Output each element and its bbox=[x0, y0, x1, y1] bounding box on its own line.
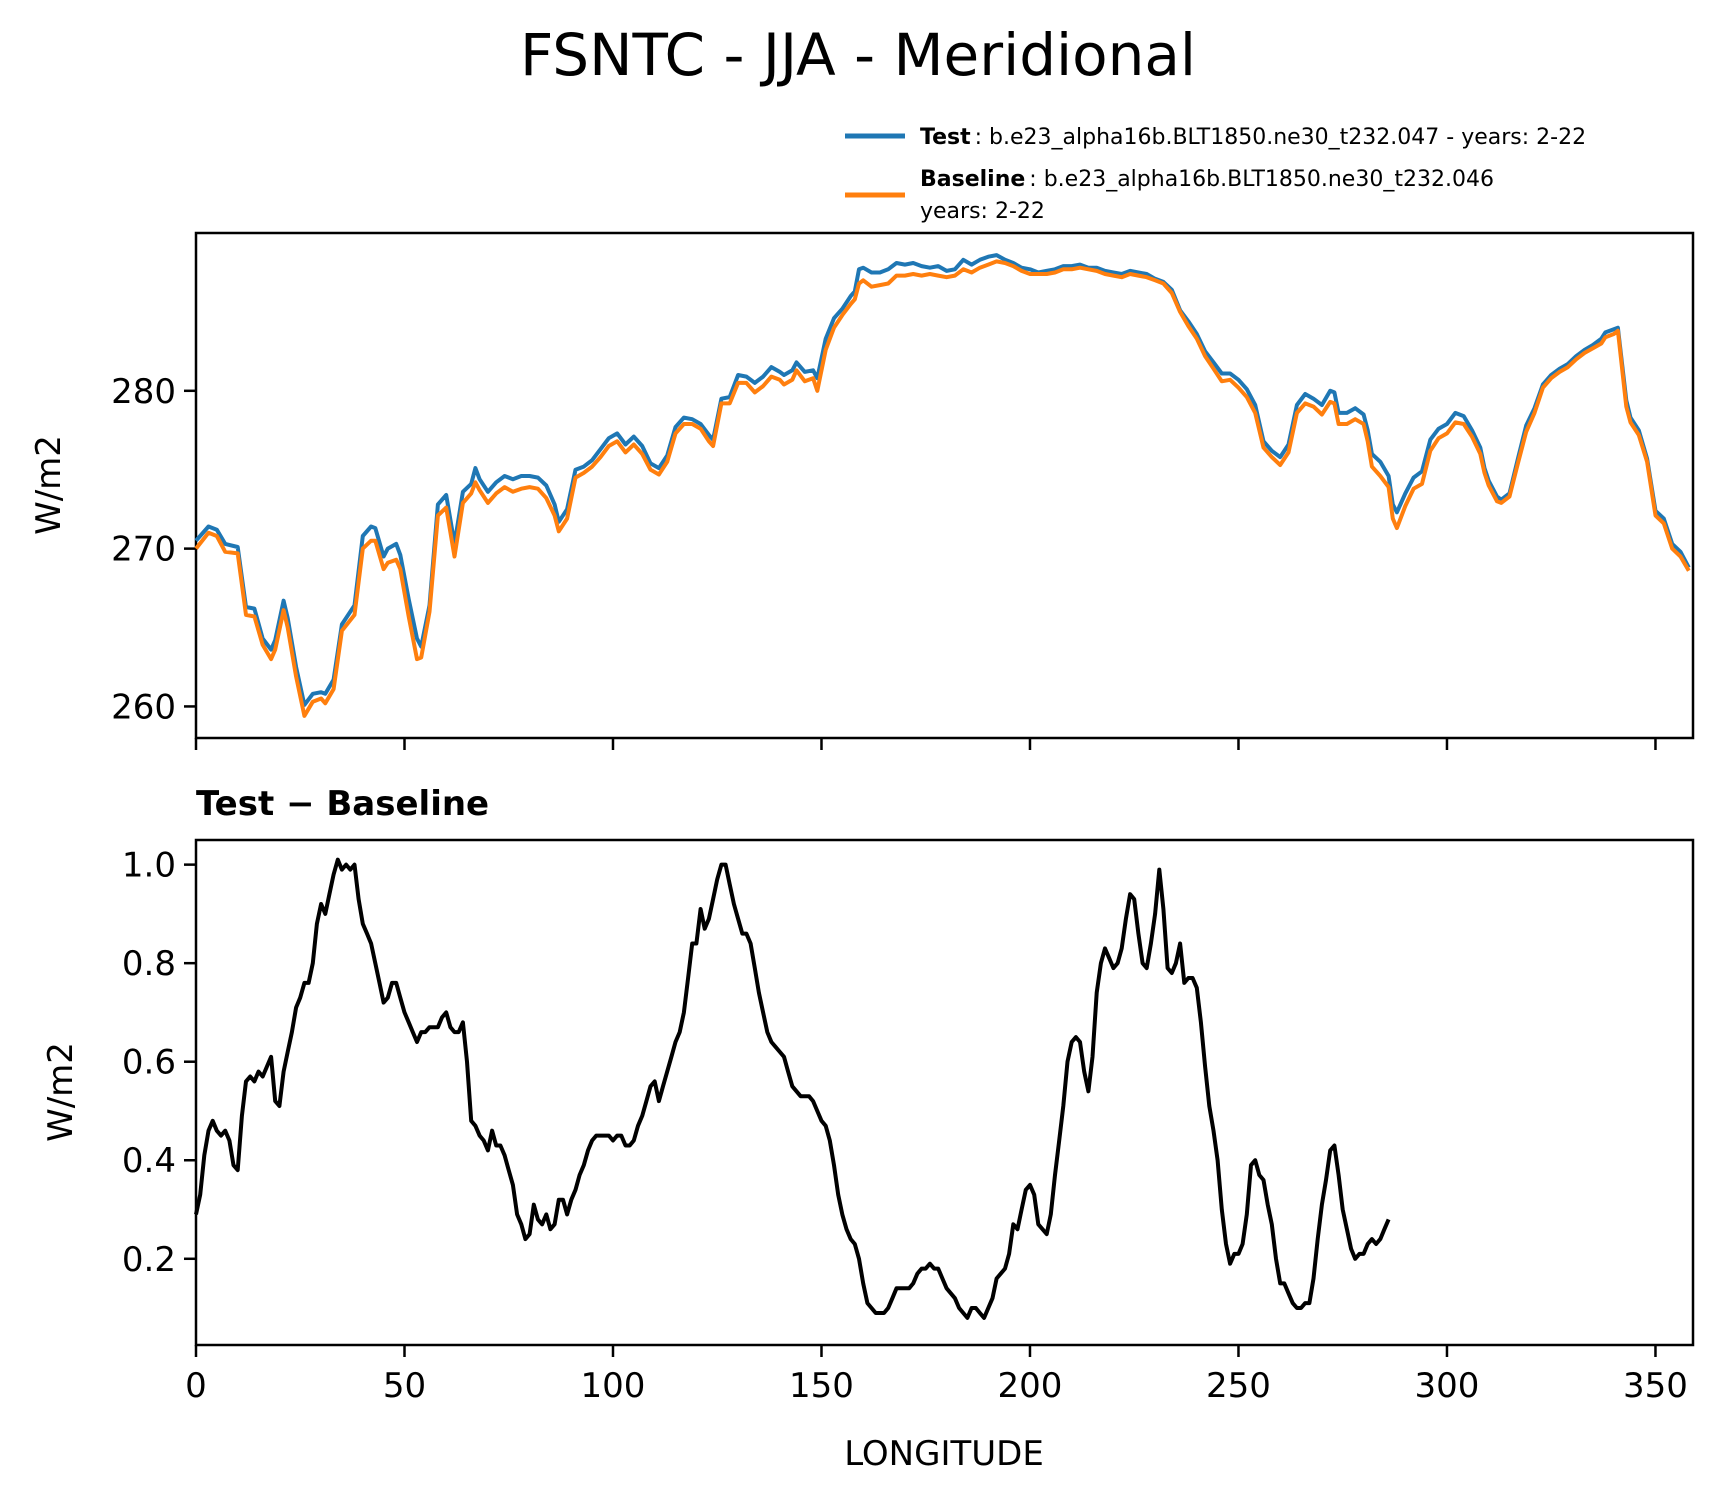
bottom-y-tick-label: 0.8 bbox=[122, 944, 176, 984]
x-tick-label: 150 bbox=[789, 1366, 854, 1406]
bottom-y-axis-label: W/m2 bbox=[41, 1042, 81, 1142]
top-y-tick-label: 260 bbox=[111, 687, 176, 727]
x-axis-label: LONGITUDE bbox=[844, 1434, 1044, 1474]
legend-baseline-entry: Baseline: b.e23_alpha16b.BLT1850.ne30_t2… bbox=[920, 167, 1494, 192]
bottom-series bbox=[194, 857, 1391, 1320]
top-y-tick-label: 280 bbox=[111, 372, 176, 412]
bottom-y-tick-label: 0.4 bbox=[122, 1141, 176, 1181]
bottom-y-tick-label: 0.6 bbox=[122, 1043, 176, 1083]
top-axis-ticks: 260 270 280 bbox=[111, 372, 1657, 750]
top-series-test bbox=[194, 253, 1691, 707]
x-tick-label: 250 bbox=[1206, 1366, 1271, 1406]
bottom-panel: Test − Baseline 0 50 100 150 200 250 300 350 0.2… bbox=[41, 784, 1695, 1474]
top-y-tick-label: 270 bbox=[111, 530, 176, 570]
bottom-panel-title: Test − Baseline bbox=[196, 784, 489, 824]
bottom-y-tick-label: 1.0 bbox=[122, 846, 176, 886]
bottom-axis-ticks: 0 50 100 150 200 250 300 350 0.2 0.4 0.6 0.8 1.0 bbox=[122, 846, 1688, 1406]
x-tick-label: 300 bbox=[1415, 1366, 1480, 1406]
top-plot-area bbox=[194, 231, 1695, 740]
x-tick-label: 0 bbox=[185, 1366, 207, 1406]
bottom-plot-area bbox=[194, 838, 1695, 1347]
top-series-baseline bbox=[194, 259, 1691, 718]
bottom-series-test-baseline bbox=[194, 857, 1391, 1320]
top-panel: 260 270 280 W/m2 bbox=[29, 231, 1695, 750]
legend-baseline-label: Baseline bbox=[920, 167, 1025, 192]
legend-test-label: Test bbox=[920, 125, 971, 150]
x-tick-label: 50 bbox=[383, 1366, 426, 1406]
top-y-axis-label: W/m2 bbox=[29, 435, 69, 535]
x-tick-label: 100 bbox=[581, 1366, 646, 1406]
bottom-y-tick-label: 0.2 bbox=[122, 1240, 176, 1280]
legend: Test: b.e23_alpha16b.BLT1850.ne30_t232.0… bbox=[845, 125, 1586, 224]
x-tick-label: 350 bbox=[1623, 1366, 1688, 1406]
legend-test-text: : b.e23_alpha16b.BLT1850.ne30_t232.047 -… bbox=[975, 125, 1586, 150]
legend-baseline-text: : b.e23_alpha16b.BLT1850.ne30_t232.046 bbox=[1029, 167, 1494, 192]
x-tick-label: 200 bbox=[998, 1366, 1063, 1406]
legend-baseline-years: years: 2-22 bbox=[920, 199, 1045, 224]
top-series bbox=[194, 253, 1691, 718]
legend-test-entry: Test: b.e23_alpha16b.BLT1850.ne30_t232.0… bbox=[920, 125, 1586, 150]
chart-title: FSNTC - JJA - Meridional bbox=[520, 21, 1196, 89]
